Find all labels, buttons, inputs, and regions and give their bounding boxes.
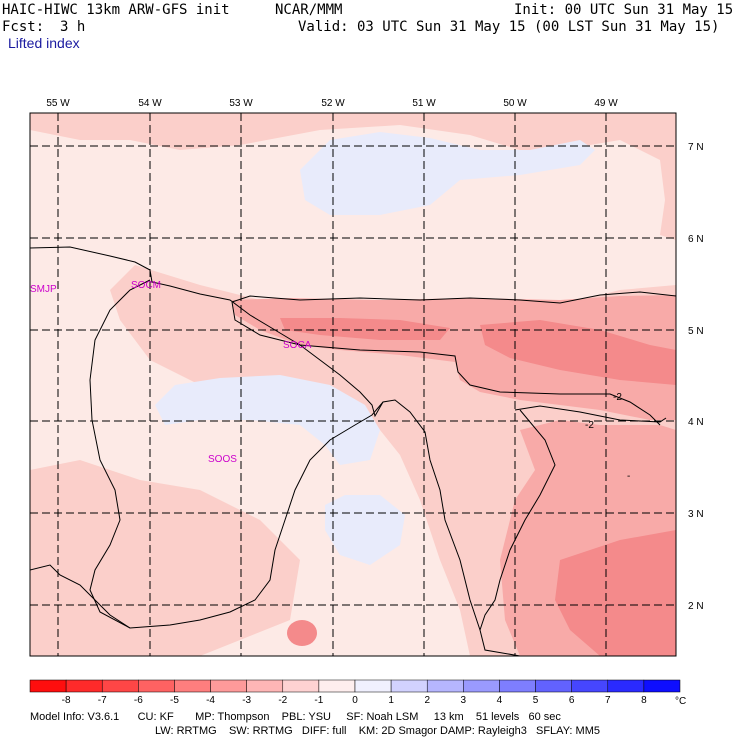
colorbar-tick-label: -2 — [278, 695, 287, 706]
colorbar-swatch — [29, 679, 67, 693]
lat-label: 6 N — [688, 234, 704, 245]
colorbar-swatch — [210, 679, 247, 693]
colorbar-unit: °C — [675, 696, 686, 707]
colorbar-swatch — [499, 679, 536, 693]
lon-label: 51 W — [412, 98, 436, 109]
station-label: SMJP — [30, 284, 57, 295]
lat-label: 3 N — [688, 509, 704, 520]
contour-line-2 — [231, 301, 661, 426]
colorbar-swatch — [354, 679, 392, 693]
field-darkest-southeast — [555, 530, 676, 656]
lon-label: 54 W — [138, 98, 162, 109]
colorbar-tick-label: 0 — [352, 695, 358, 706]
field-darkest-spot — [287, 620, 317, 646]
colorbar-swatch — [246, 679, 284, 693]
contour-label: -2 — [585, 420, 594, 431]
colorbar-swatch — [390, 679, 428, 693]
map-frame — [29, 112, 677, 657]
colorbar-swatch — [643, 679, 681, 693]
init-time: Init: 00 UTC Sun 31 May 15 — [514, 2, 734, 18]
colorbar-swatch — [282, 679, 320, 693]
colorbar-tick-label: -3 — [242, 695, 251, 706]
contour-label: -2 — [613, 392, 622, 403]
colorbar-tick-label: 7 — [605, 695, 611, 706]
lat-label: 5 N — [688, 326, 704, 337]
colorbar-swatch — [463, 679, 500, 693]
colorbar-tick-label: -8 — [62, 695, 71, 706]
colorbar-swatch — [138, 679, 175, 693]
station-label: SOCA — [283, 340, 312, 351]
lon-label: 52 W — [321, 98, 345, 109]
forecast-hour: 3 h — [60, 19, 86, 35]
station-label: SOCM — [131, 280, 161, 291]
lon-label: 55 W — [46, 98, 70, 109]
colorbar-swatch — [318, 679, 356, 693]
field-darkest-core — [480, 320, 676, 385]
lon-label: 50 W — [503, 98, 527, 109]
colorbar-tick-label: -6 — [134, 695, 143, 706]
lat-lon-grid — [30, 113, 676, 656]
coastline — [30, 246, 521, 656]
contour-label: - — [627, 471, 630, 482]
colorbar-tick-label: 5 — [533, 695, 539, 706]
colorbar-swatch — [535, 679, 572, 693]
border-west — [30, 564, 131, 629]
colorbar-tick-label: 3 — [461, 695, 467, 706]
colorbar-swatch — [101, 679, 139, 693]
field-name: Lifted index — [8, 35, 80, 51]
colorbar-swatch — [174, 679, 211, 693]
model-title: HAIC-HIWC 13km ARW-GFS init — [2, 2, 230, 18]
colorbar-tick-label: -4 — [206, 695, 215, 706]
border-brazil-frenchguiana — [479, 409, 556, 631]
forecast-label: Fcst: — [2, 19, 45, 35]
lon-label: 49 W — [594, 98, 618, 109]
colorbar-tick-label: -5 — [170, 695, 179, 706]
lon-label: 53 W — [229, 98, 253, 109]
model-info-line-1: Model Info: V3.6.1 CU: KF MP: Thompson P… — [30, 711, 561, 723]
colorbar-swatch — [65, 679, 103, 693]
colorbar-tick-label: -1 — [314, 695, 323, 706]
colorbar-tick-label: 8 — [641, 695, 647, 706]
colorbar-tick-label: 6 — [569, 695, 575, 706]
colorbar-swatch — [571, 679, 609, 693]
colorbar-tick-label: -7 — [98, 695, 107, 706]
org-label: NCAR/MMM — [275, 2, 343, 18]
field-blue-north — [300, 132, 595, 215]
colorbar-tick-label: 4 — [497, 695, 503, 706]
colorbar-swatch — [426, 679, 464, 693]
field-darkest-core-2 — [280, 318, 450, 340]
contour-line-1 — [231, 291, 676, 304]
valid-time: Valid: 03 UTC Sun 31 May 15 (00 LST Sun … — [298, 19, 720, 35]
field-blue-central — [155, 375, 380, 465]
colorbar-tick-label: 1 — [388, 695, 394, 706]
colorbar: -8 -7 -6 -5 -4 -3 -2 -1 0 1 2 3 4 5 6 7 8 — [29, 679, 681, 706]
station-label: SOOS — [208, 454, 237, 465]
lat-label: 2 N — [688, 601, 704, 612]
model-info-line-2: LW: RRTMG SW: RRTMG DIFF: full KM: 2D Sm… — [155, 725, 600, 737]
colorbar-swatch — [607, 679, 645, 693]
lat-label: 7 N — [688, 142, 704, 153]
colorbar-tick-label: 2 — [424, 695, 430, 706]
lat-label: 4 N — [688, 417, 704, 428]
